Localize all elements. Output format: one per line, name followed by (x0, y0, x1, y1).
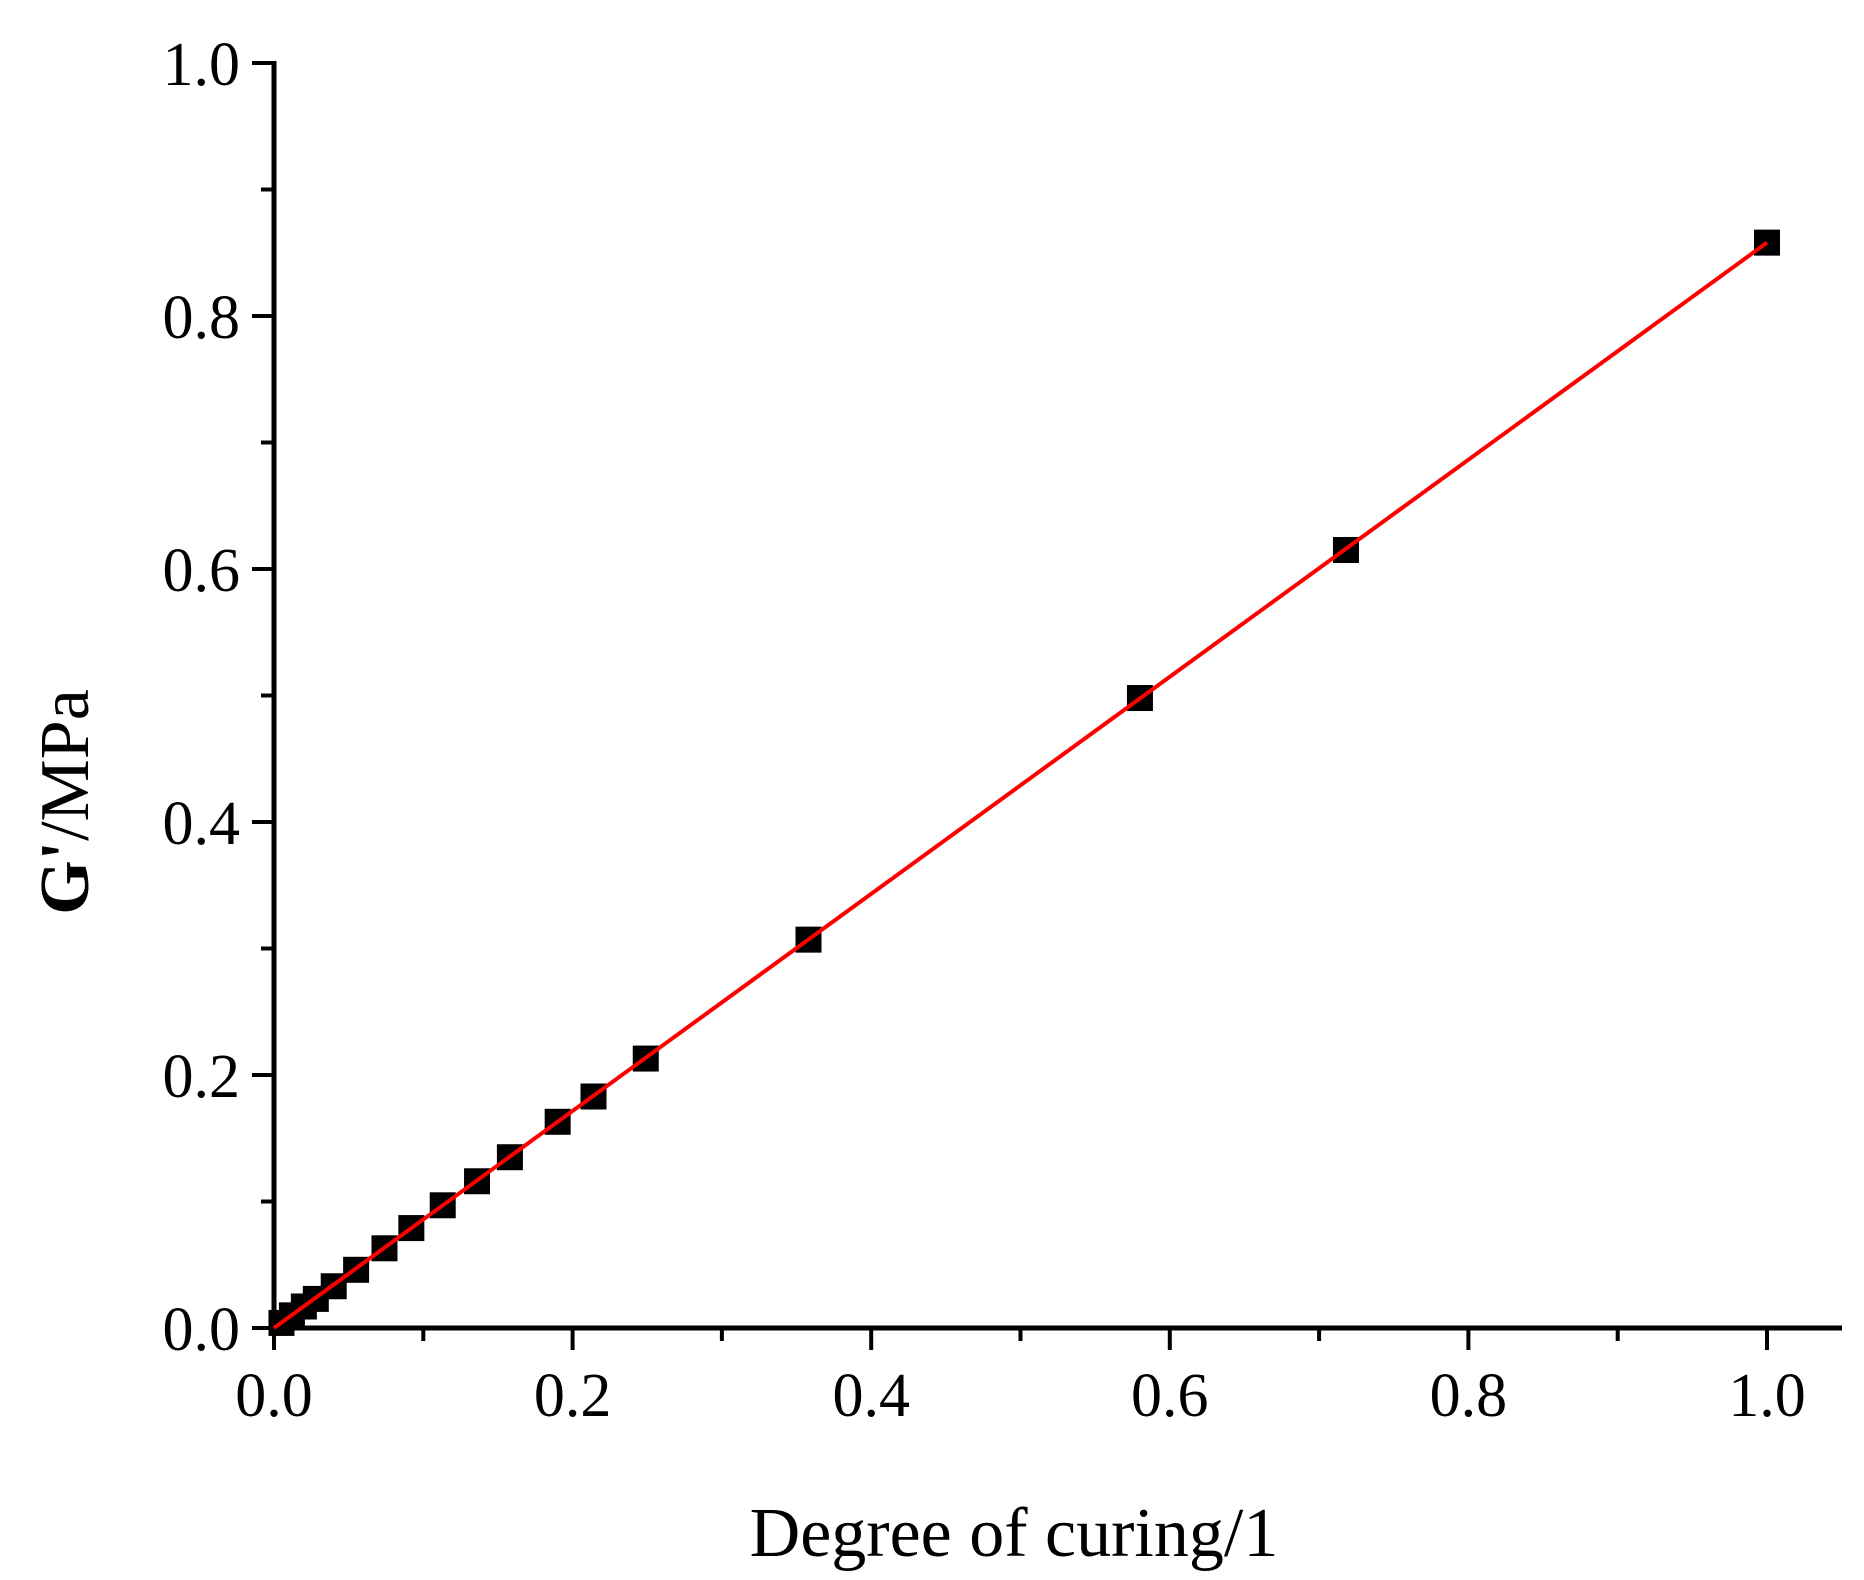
y-tick-label: 0.8 (163, 284, 241, 352)
y-tick-label: 0.4 (163, 790, 241, 858)
data-points (268, 229, 1780, 1336)
y-axis-title-unit: /MPa (27, 689, 104, 841)
y-tick-label: 1.0 (163, 31, 241, 99)
x-tick-label: 0.0 (235, 1362, 313, 1430)
x-tick-label: 0.6 (1131, 1362, 1209, 1430)
x-tick-label: 0.4 (832, 1362, 910, 1430)
y-tick-label: 0.6 (163, 537, 241, 605)
fit-line (272, 241, 1769, 1330)
y-axis-title-symbol: G' (27, 841, 104, 915)
x-axis-title: Degree of curing/1 (750, 1495, 1279, 1572)
fit-line-group (272, 241, 1769, 1330)
axes (252, 61, 1842, 1350)
x-tick-label: 0.2 (534, 1362, 612, 1430)
tick-labels: 0.0 0.2 0.4 0.6 0.8 1.0 0.0 0.2 0.4 0.6 0.8 1.0 (163, 31, 1806, 1430)
x-tick-label: 1.0 (1728, 1362, 1806, 1430)
y-axis-title: G'/MPa (27, 689, 104, 915)
x-tick-label: 0.8 (1430, 1362, 1508, 1430)
y-tick-label: 0.2 (163, 1043, 241, 1111)
y-tick-label: 0.0 (163, 1296, 241, 1364)
